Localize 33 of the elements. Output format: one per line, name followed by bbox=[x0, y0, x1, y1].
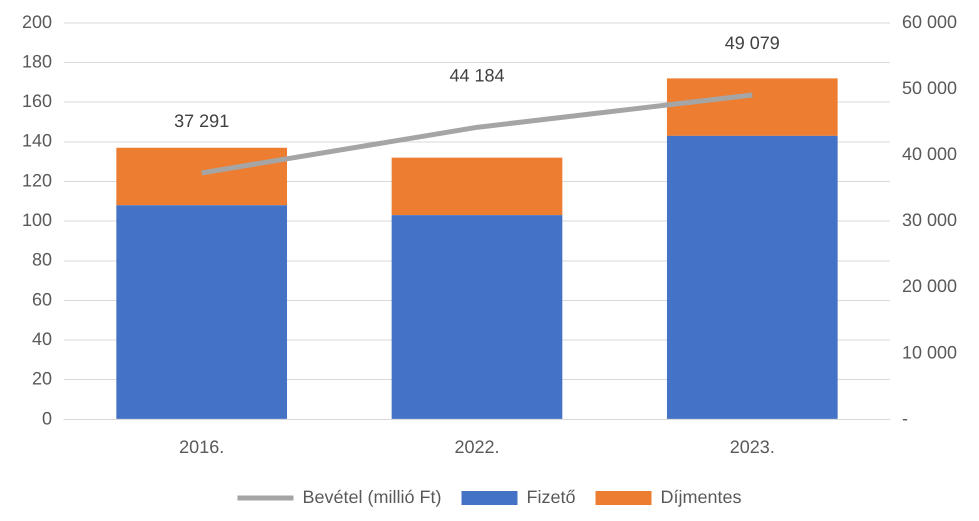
y-tick-label: 180 bbox=[22, 51, 52, 72]
bar bbox=[392, 215, 562, 419]
y-tick-label: 80 bbox=[32, 250, 52, 270]
y2-tick-label: 30 000 bbox=[902, 210, 958, 230]
data-label: 49 079 bbox=[724, 32, 780, 53]
bar bbox=[116, 148, 288, 206]
y-tick-label: 120 bbox=[22, 170, 52, 190]
y2-tick-label: 20 000 bbox=[902, 276, 958, 296]
y2-tick-label: 40 000 bbox=[902, 144, 958, 164]
legend-label: Bevétel (millió Ft) bbox=[302, 486, 442, 507]
y-tick-label: 60 bbox=[32, 289, 52, 310]
y-tick-label: 140 bbox=[22, 130, 52, 151]
data-label: 44 184 bbox=[449, 65, 505, 86]
y2-tick-label: 60 000 bbox=[902, 12, 958, 32]
y-tick-label: 20 bbox=[32, 368, 52, 389]
y-tick-label: 40 bbox=[32, 329, 52, 350]
y-tick-label: 160 bbox=[22, 91, 52, 112]
bar bbox=[666, 136, 838, 419]
y-tick-label: 200 bbox=[22, 12, 52, 32]
data-label: 37 291 bbox=[174, 110, 230, 131]
bar bbox=[392, 158, 562, 216]
bar bbox=[116, 205, 288, 419]
x-tick-label: 2016. bbox=[179, 437, 224, 458]
x-tick-label: 2023. bbox=[730, 437, 775, 458]
legend-label: Díjmentes bbox=[660, 486, 742, 507]
x-tick-label: 2022. bbox=[454, 437, 500, 458]
y-tick-label: 0 bbox=[42, 408, 52, 428]
y2-tick-label: - bbox=[902, 408, 908, 428]
legend-label: Fizető bbox=[526, 486, 576, 507]
y-tick-label: 100 bbox=[22, 210, 52, 230]
bar bbox=[666, 78, 838, 136]
y2-tick-label: 50 000 bbox=[902, 78, 958, 98]
y2-tick-label: 10 000 bbox=[902, 342, 958, 362]
